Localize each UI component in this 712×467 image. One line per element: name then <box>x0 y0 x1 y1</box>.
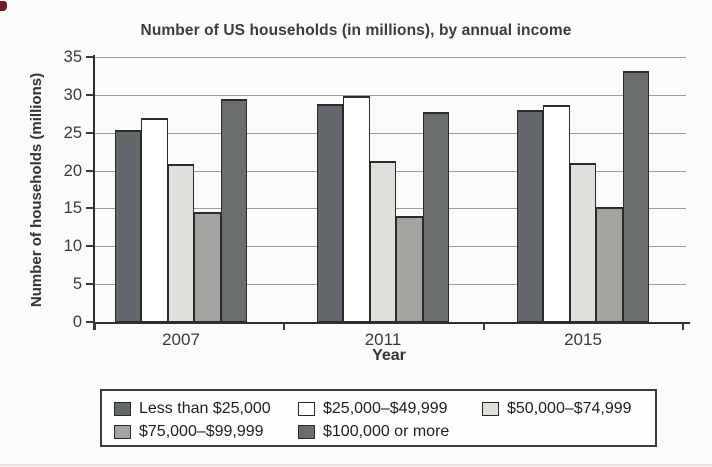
legend-label: Less than $25,000 <box>139 399 271 417</box>
scan-edge-tint <box>0 464 712 466</box>
bar-5-2015 <box>622 70 650 322</box>
x-axis-label: Year <box>372 347 406 364</box>
bar-1-2015 <box>516 110 544 322</box>
scan-artifact <box>0 1 7 11</box>
legend-item: $100,000 or more <box>298 423 449 441</box>
gridline <box>95 94 686 96</box>
y-tick-label: 20 <box>63 161 82 180</box>
legend-swatch <box>298 424 315 439</box>
bar-4-2015 <box>596 206 623 322</box>
y-tick <box>86 93 94 96</box>
y-tick-label: 5 <box>72 275 82 294</box>
legend-label: $75,000–$99,999 <box>139 422 264 440</box>
gridline <box>95 57 686 58</box>
y-tick-label: 0 <box>72 313 82 331</box>
x-category-label: 2007 <box>162 330 200 349</box>
bar-3-2007 <box>167 163 195 322</box>
x-tick <box>682 322 684 330</box>
legend-label: $25,000–$49,999 <box>323 399 448 417</box>
legend-swatch <box>482 401 499 416</box>
y-tick <box>86 56 94 58</box>
legend-label: $100,000 or more <box>323 422 450 440</box>
y-tick-label: 10 <box>63 237 82 256</box>
y-tick-label: 15 <box>63 199 82 218</box>
x-tick <box>483 322 485 330</box>
bar-2-2007 <box>141 117 168 322</box>
y-tick <box>86 321 94 323</box>
chart-title: Number of US households (in millions), b… <box>140 22 572 39</box>
legend-item: $25,000–$49,999 <box>298 400 482 418</box>
legend-item: Less than $25,000 <box>114 400 298 418</box>
legend: Less than $25,000 $25,000–$49,999 $50,000–… <box>100 389 657 447</box>
bar-5-2007 <box>220 98 248 322</box>
y-tick-label: 30 <box>63 85 82 104</box>
legend-item: $75,000–$99,999 <box>114 423 298 441</box>
legend-row: $75,000–$99,999 $100,000 or more <box>114 420 655 443</box>
bar-2-2015 <box>543 104 570 322</box>
legend-item: $50,000–$74,999 <box>482 400 632 418</box>
legend-row: Less than $25,000 $25,000–$49,999 $50,000–… <box>114 397 655 420</box>
y-axis-line <box>93 55 95 330</box>
y-tick <box>86 131 94 134</box>
legend-swatch <box>114 424 131 439</box>
bar-4-2007 <box>194 212 221 322</box>
bar-2-2011 <box>343 96 370 322</box>
gridline <box>95 132 686 134</box>
x-category-label: 2011 <box>364 330 402 349</box>
x-tick <box>283 322 285 330</box>
y-tick <box>86 245 94 248</box>
bar-3-2011 <box>369 161 397 322</box>
y-tick <box>86 169 94 172</box>
x-axis-line <box>93 322 690 324</box>
y-tick <box>86 283 94 286</box>
bar-5-2011 <box>422 111 450 322</box>
legend-swatch <box>298 401 315 416</box>
bar-3-2015 <box>569 163 597 322</box>
x-tick <box>94 322 96 330</box>
legend-swatch <box>114 401 131 416</box>
x-category-label: 2015 <box>564 330 602 349</box>
y-tick-label: 35 <box>63 48 82 66</box>
y-tick <box>86 207 94 210</box>
bar-4-2011 <box>396 216 423 322</box>
legend-label: $50,000–$74,999 <box>507 399 632 417</box>
bar-1-2011 <box>316 103 344 322</box>
bar-1-2007 <box>114 130 142 322</box>
y-tick-label: 25 <box>63 123 82 142</box>
